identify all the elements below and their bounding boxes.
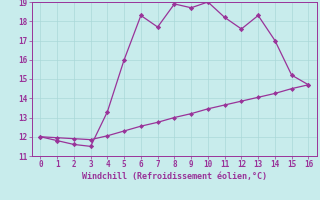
- X-axis label: Windchill (Refroidissement éolien,°C): Windchill (Refroidissement éolien,°C): [82, 172, 267, 181]
